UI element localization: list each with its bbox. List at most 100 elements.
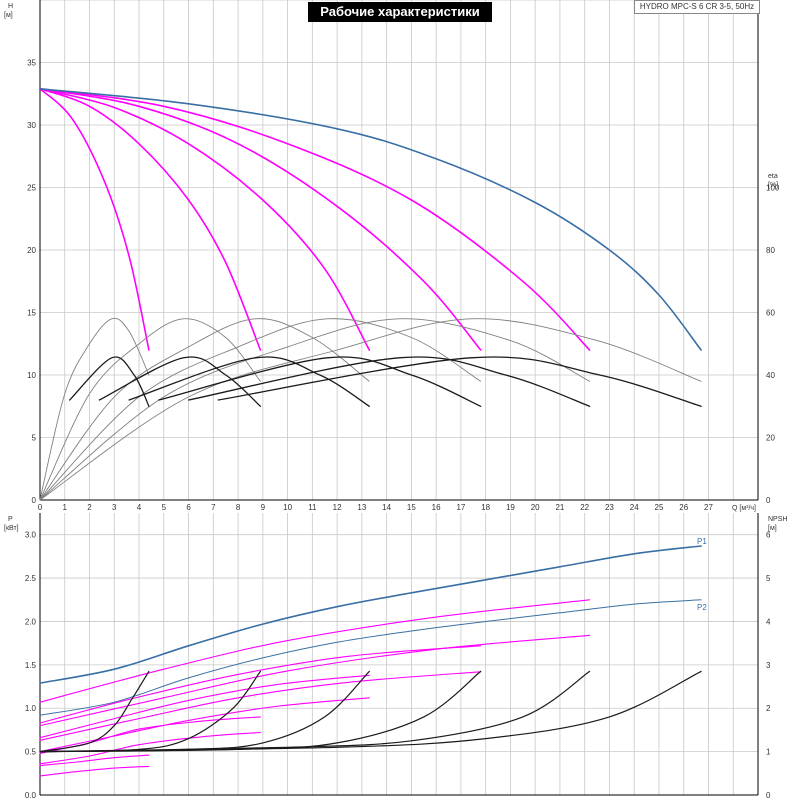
x-tick-label: 22 bbox=[580, 503, 589, 512]
series-line-power-variable bbox=[39, 754, 150, 767]
y-tick-label: 25 bbox=[27, 184, 36, 193]
series-label: P1 bbox=[697, 537, 707, 546]
series-line-efficiency-dark bbox=[98, 356, 262, 407]
x-axis-label: Q [м³/ч] bbox=[732, 505, 756, 512]
y2-axis-label: NPSH bbox=[768, 516, 787, 523]
x-tick-label: 20 bbox=[531, 503, 540, 512]
y2-tick-label: 2 bbox=[766, 704, 771, 713]
series-line-power-variable bbox=[39, 671, 482, 741]
series-line-efficiency bbox=[39, 318, 482, 501]
y-tick-label: 1.0 bbox=[25, 704, 37, 713]
x-tick-label: 17 bbox=[456, 503, 465, 512]
series-line-npsh bbox=[39, 670, 482, 753]
x-tick-label: 23 bbox=[605, 503, 614, 512]
series-line-npsh bbox=[39, 670, 591, 753]
y-tick-label: 2.0 bbox=[25, 617, 37, 626]
series-line-efficiency bbox=[39, 318, 591, 501]
series-line-npsh bbox=[39, 670, 702, 753]
y2-axis-label: [м] bbox=[768, 525, 777, 532]
series-line-efficiency bbox=[39, 318, 702, 501]
x-tick-label: 14 bbox=[382, 503, 391, 512]
x-tick-label: 10 bbox=[283, 503, 292, 512]
series-line-power-variable bbox=[39, 674, 370, 739]
series-line-efficiency-dark bbox=[158, 356, 482, 407]
y2-tick-label: 3 bbox=[766, 661, 771, 670]
series-line-efficiency-dark bbox=[128, 356, 370, 407]
y-axis-label: H bbox=[8, 3, 13, 10]
series-line-efficiency bbox=[39, 318, 370, 501]
x-tick-label: 3 bbox=[112, 503, 117, 512]
y2-tick-label: 0 bbox=[766, 496, 771, 505]
y2-axis-label: [%] bbox=[768, 182, 778, 189]
chart-title: Рабочие характеристики bbox=[308, 2, 492, 22]
y2-tick-label: 0 bbox=[766, 791, 771, 800]
x-tick-label: 12 bbox=[333, 503, 342, 512]
y-tick-label: 20 bbox=[27, 246, 36, 255]
series-line-qh-variable bbox=[39, 88, 482, 351]
x-tick-label: 18 bbox=[481, 503, 490, 512]
y2-tick-label: 20 bbox=[766, 434, 775, 443]
x-tick-label: 7 bbox=[211, 503, 216, 512]
series-line-qh-variable bbox=[39, 88, 262, 351]
series-line-efficiency-dark bbox=[187, 356, 591, 407]
y-tick-label: 35 bbox=[27, 59, 36, 68]
y2-tick-label: 6 bbox=[766, 531, 771, 540]
series-label: P2 bbox=[697, 603, 707, 612]
y2-tick-label: 4 bbox=[766, 617, 771, 626]
series-line-efficiency bbox=[39, 317, 150, 501]
y-tick-label: 3.0 bbox=[25, 531, 37, 540]
series-line-qh-variable bbox=[39, 88, 371, 351]
x-tick-label: 21 bbox=[555, 503, 564, 512]
x-tick-label: 26 bbox=[679, 503, 688, 512]
y2-tick-label: 1 bbox=[766, 748, 771, 757]
x-tick-label: 16 bbox=[432, 503, 441, 512]
y2-tick-label: 60 bbox=[766, 309, 775, 318]
y-tick-label: 0.0 bbox=[25, 791, 37, 800]
series-line-power-p1 bbox=[39, 545, 702, 684]
x-tick-label: 19 bbox=[506, 503, 515, 512]
y-tick-label: 5 bbox=[32, 434, 37, 443]
y2-tick-label: 80 bbox=[766, 246, 775, 255]
series-line-qh-variable bbox=[39, 88, 150, 351]
x-tick-label: 11 bbox=[308, 503, 317, 512]
x-tick-label: 2 bbox=[87, 503, 92, 512]
y-tick-label: 0 bbox=[32, 496, 37, 505]
series-line-power-p2 bbox=[39, 599, 702, 716]
series-line-qh-full bbox=[39, 88, 702, 351]
series-line-npsh bbox=[39, 670, 150, 753]
model-label: HYDRO MPC-S 6 CR 3-5, 50Hz bbox=[634, 0, 760, 14]
series-line-power-variable bbox=[39, 697, 370, 753]
series-line-power-variable bbox=[39, 731, 261, 765]
y-tick-label: 1.5 bbox=[25, 661, 37, 670]
y2-tick-label: 5 bbox=[766, 574, 771, 583]
x-tick-label: 8 bbox=[236, 503, 241, 512]
x-tick-label: 27 bbox=[704, 503, 713, 512]
x-tick-label: 5 bbox=[162, 503, 167, 512]
series-line-power-variable bbox=[39, 765, 150, 777]
x-tick-label: 0 bbox=[38, 503, 43, 512]
y-tick-label: 2.5 bbox=[25, 574, 37, 583]
series-line-power-variable bbox=[39, 645, 482, 724]
series-line-efficiency-dark bbox=[217, 356, 702, 407]
series-line-qh-variable bbox=[39, 88, 591, 351]
series-line-power-variable bbox=[39, 634, 591, 727]
y2-tick-label: 40 bbox=[766, 371, 775, 380]
x-tick-label: 13 bbox=[357, 503, 366, 512]
y-tick-label: 0.5 bbox=[25, 748, 37, 757]
x-tick-label: 6 bbox=[186, 503, 191, 512]
x-tick-label: 1 bbox=[63, 503, 68, 512]
y2-axis-label: eta bbox=[768, 173, 778, 180]
y-tick-label: 15 bbox=[27, 309, 36, 318]
y-axis-label: P bbox=[8, 516, 13, 523]
y-tick-label: 10 bbox=[27, 371, 36, 380]
x-tick-label: 9 bbox=[261, 503, 266, 512]
series-line-power-variable bbox=[39, 599, 591, 703]
x-tick-label: 4 bbox=[137, 503, 142, 512]
y-axis-label: [м] bbox=[4, 12, 13, 19]
series-line-efficiency bbox=[39, 318, 261, 501]
x-tick-label: 15 bbox=[407, 503, 416, 512]
x-tick-label: 24 bbox=[630, 503, 639, 512]
x-tick-label: 25 bbox=[655, 503, 664, 512]
